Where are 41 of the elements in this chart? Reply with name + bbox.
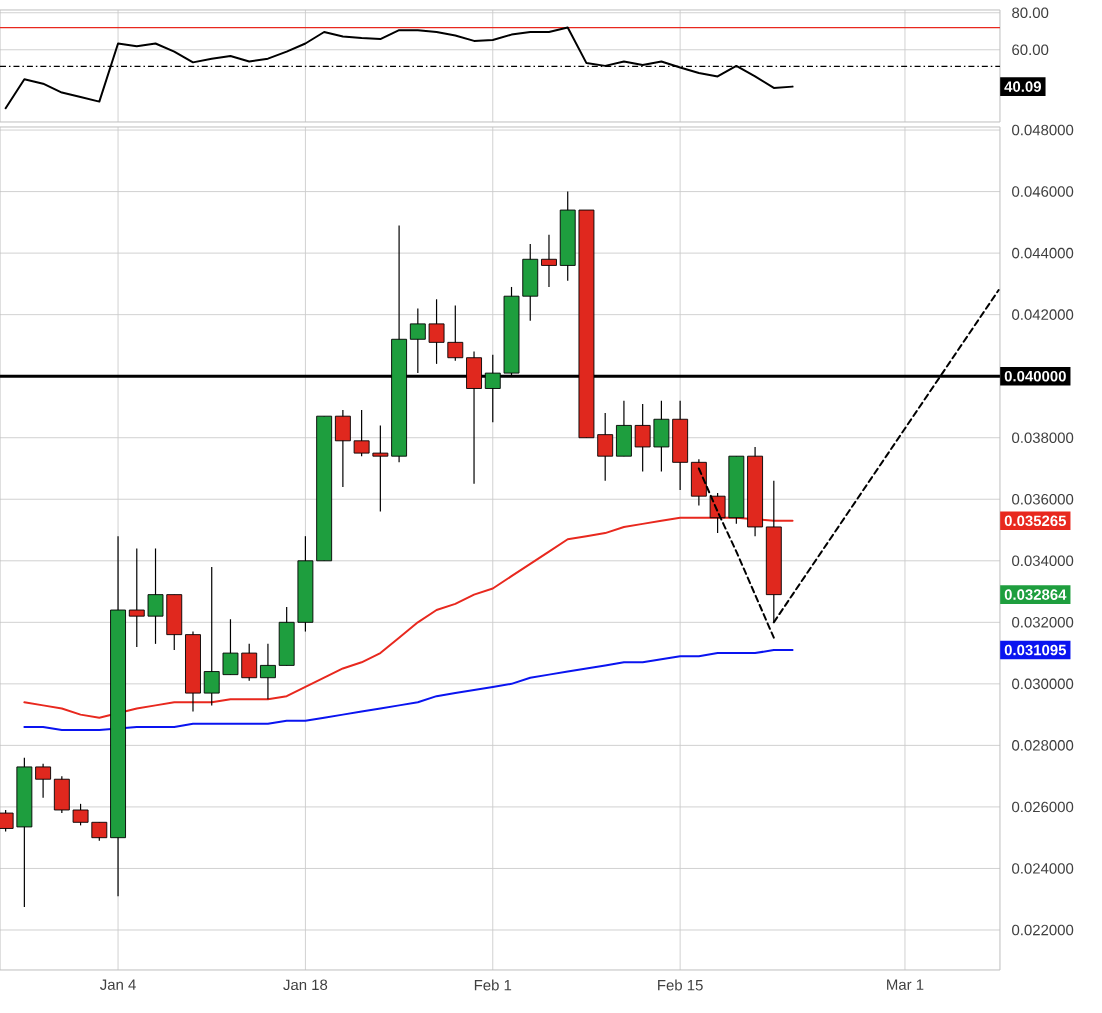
x-tick-label: Jan 4	[100, 979, 136, 990]
y-tick-label: 0.044000	[1012, 247, 1074, 259]
candlestick	[147, 547, 164, 645]
candlestick	[372, 424, 389, 513]
y-tick-label: 0.038000	[1012, 432, 1074, 444]
y-tick-label: 0.030000	[1012, 678, 1074, 690]
text: 40.09	[1004, 81, 1041, 92]
ref-line-label: 0.040000	[1004, 370, 1066, 382]
y-tick-label: 0.032000	[1012, 617, 1074, 628]
y-tick-label: 0.028000	[1012, 740, 1074, 751]
y-tick-label: 0.048000	[1012, 124, 1074, 136]
candlestick	[203, 566, 220, 706]
y-tick-label: 0.046000	[1012, 186, 1074, 197]
x-tick-label: Feb 15	[658, 979, 703, 991]
candlestick	[447, 304, 464, 362]
candlestick	[409, 307, 426, 374]
y-tick-label: 0.042000	[1012, 309, 1074, 320]
text: 0.031095	[1004, 644, 1067, 656]
candlestick	[428, 298, 445, 365]
y-tick-label: 0.024000	[1012, 863, 1074, 874]
candlestick	[634, 403, 651, 473]
x-tick-label: Jan 18	[283, 979, 328, 991]
candlestick	[222, 618, 239, 676]
y-tick-label: 0.036000	[1012, 493, 1074, 505]
text: 0.035265	[1004, 515, 1067, 527]
y-tick-label: 0.026000	[1012, 801, 1074, 813]
candlestick	[597, 412, 614, 482]
y-tick-label: 0.022000	[1012, 924, 1074, 936]
candlestick	[91, 821, 108, 842]
candlestick	[541, 234, 557, 288]
candlestick	[72, 803, 89, 826]
candlestick	[35, 763, 52, 799]
y-tick-label: 60.00	[1012, 44, 1049, 56]
y-tick-label: 0.034000	[1012, 555, 1074, 567]
x-tick-label: Feb 1	[474, 979, 512, 991]
y-tick-label: 80.00	[1012, 7, 1049, 19]
candlestick	[259, 643, 276, 700]
x-tick-label: Mar 1	[887, 979, 924, 990]
candlestick	[128, 547, 145, 648]
text: 0.032864	[1004, 589, 1067, 600]
candlestick	[353, 409, 370, 457]
